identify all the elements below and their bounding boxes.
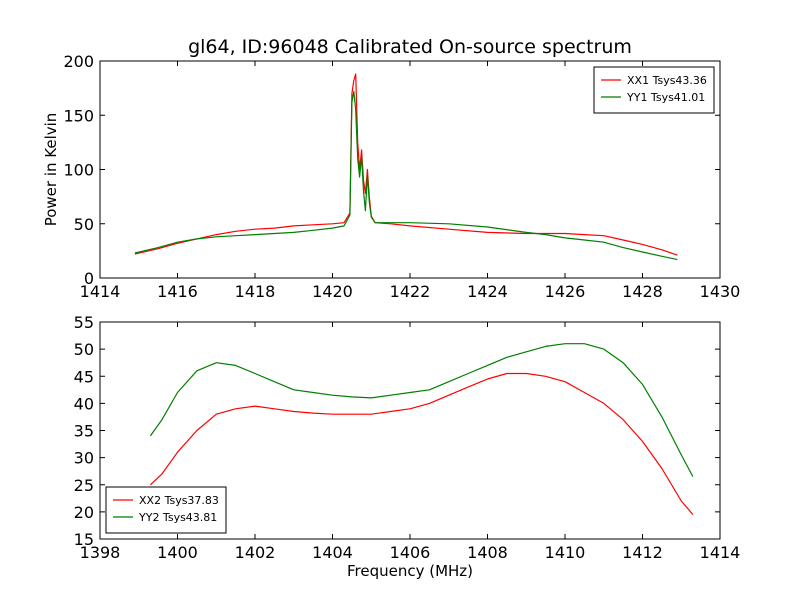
legend-entry: YY1 Tsys41.01: [626, 91, 705, 104]
top-plot: 1414 1416 1418 1420 1422 1424 1426 1428 1430 0 50 1…: [42, 52, 740, 301]
legend: XX1 Tsys43.36 YY1 Tsys41.01: [593, 66, 715, 114]
y-tick-label: 25: [74, 476, 94, 495]
x-tick-label: 1400: [157, 543, 198, 562]
x-tick-label: 1428: [622, 282, 663, 301]
y-tick-label: 200: [63, 52, 94, 71]
legend-entry: XX1 Tsys43.36: [627, 74, 707, 87]
y-tick-label: 35: [74, 422, 94, 441]
y-tick-label: 150: [63, 106, 94, 125]
y-tick-label: 40: [74, 394, 94, 413]
series-line-1: [149, 372, 694, 515]
x-tick-label: 1422: [390, 282, 431, 301]
x-tick-label: 1420: [312, 282, 353, 301]
y-tick-label: 20: [74, 503, 94, 522]
x-tick-label: 1410: [545, 543, 586, 562]
x-tick-label: 1404: [312, 543, 353, 562]
x-tick-label: 1412: [622, 543, 663, 562]
series-line-2: [134, 90, 678, 261]
bottom-plot: 1398 1400 1402 1404 1406 1408 1410 1412 1414 15 20…: [74, 313, 741, 580]
legend-box: [105, 486, 227, 534]
y-tick-label: 50: [74, 340, 94, 359]
x-tick-label: 1418: [235, 282, 276, 301]
y-tick-label: 55: [74, 313, 94, 332]
series-line-1: [134, 73, 678, 256]
y-tick-label: 45: [74, 367, 94, 386]
y-tick-label: 100: [63, 161, 94, 180]
x-tick-label: 1424: [467, 282, 508, 301]
y-tick-label: 0: [84, 269, 94, 288]
x-tick-label: 1408: [467, 543, 508, 562]
legend-entry: YY2 Tsys43.81: [138, 511, 217, 524]
x-tick-label: 1414: [80, 282, 121, 301]
x-axis-label: Frequency (MHz): [347, 562, 473, 580]
y-tick-label: 50: [74, 215, 94, 234]
x-tick-label: 1414: [700, 543, 741, 562]
legend: XX2 Tsys37.83 YY2 Tsys43.81: [105, 486, 227, 534]
x-tick-label: 1430: [700, 282, 741, 301]
legend-box: [593, 66, 715, 114]
y-axis-label: Power in Kelvin: [42, 113, 60, 227]
y-tick-label: 30: [74, 449, 94, 468]
x-tick-label: 1398: [80, 543, 121, 562]
chart-title: gl64, ID:96048 Calibrated On-source spec…: [188, 36, 632, 58]
x-tick-label: 1406: [390, 543, 431, 562]
legend-entry: XX2 Tsys37.83: [139, 494, 219, 507]
x-tick-label: 1426: [545, 282, 586, 301]
y-tick-label: 15: [74, 530, 94, 549]
x-tick-label: 1416: [157, 282, 198, 301]
x-tick-label: 1402: [235, 543, 276, 562]
series-line-2: [149, 343, 694, 477]
